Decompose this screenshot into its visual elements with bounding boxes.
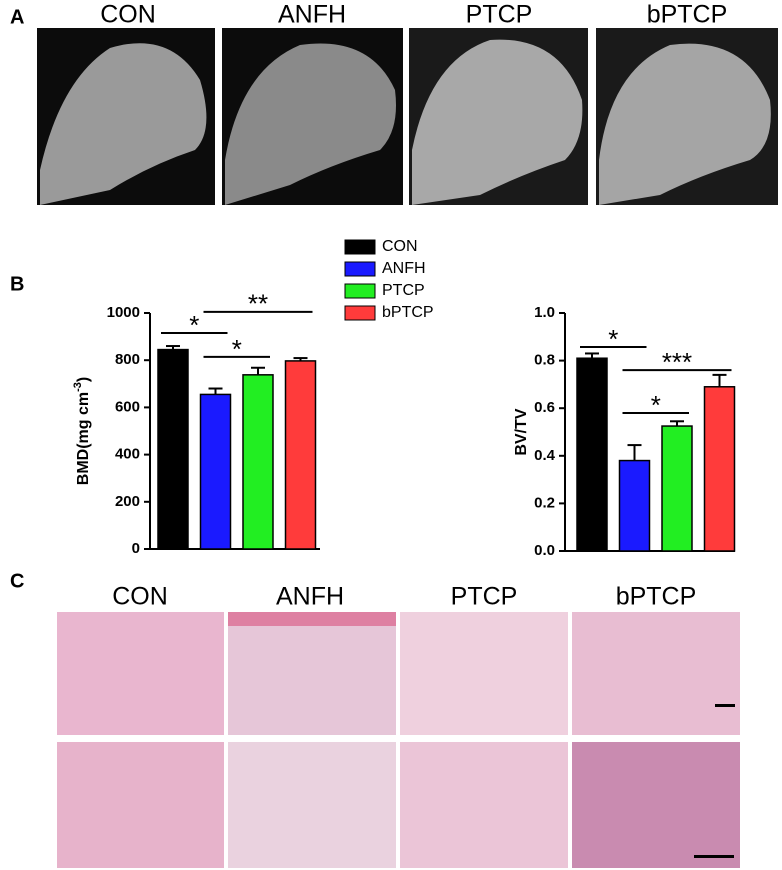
histology-images — [57, 612, 740, 868]
histology-image — [228, 612, 396, 735]
significance-label: ** — [248, 289, 268, 319]
significance-label: *** — [662, 347, 692, 377]
legend-swatch — [344, 239, 376, 255]
legend-label: CON — [382, 238, 418, 255]
legend-swatch — [344, 261, 376, 277]
y-tick-label: 0.2 — [534, 494, 555, 511]
ct-images — [37, 28, 778, 206]
bar — [576, 357, 608, 552]
legend-label: ANFH — [382, 260, 426, 277]
panel-label: B — [10, 273, 24, 295]
y-tick-label: 800 — [115, 351, 140, 368]
histology-image — [57, 612, 224, 735]
legend-swatch — [344, 283, 376, 299]
y-tick-label: 200 — [115, 493, 140, 510]
bone — [40, 43, 207, 206]
y-tick-label: 1000 — [107, 304, 140, 321]
y-tick-label: 0 — [132, 540, 140, 557]
significance-label: * — [651, 390, 661, 420]
y-axis-label-part: BV/TV — [513, 408, 530, 455]
bar — [703, 386, 736, 552]
panel-label: A — [10, 6, 24, 28]
bone — [412, 39, 583, 206]
histology-image — [400, 612, 568, 735]
panel-label: C — [10, 570, 24, 592]
histology-image — [228, 742, 396, 868]
scale-bar — [715, 704, 735, 707]
y-tick-label: 0.8 — [534, 352, 555, 369]
y-tick-label: 600 — [115, 398, 140, 415]
legend-label: PTCP — [382, 282, 425, 299]
y-axis-label: BMD(mg cm-3) — [72, 377, 92, 485]
y-tick-label: 1.0 — [534, 304, 555, 321]
image-title: bPTCP — [647, 1, 728, 29]
histology-image — [57, 742, 224, 868]
bar — [618, 459, 651, 552]
y-axis-label-part: BMD(mg cm — [75, 392, 92, 485]
cartilage — [228, 612, 396, 626]
image-title: CON — [112, 583, 168, 611]
y-axis-label: BV/TV — [513, 408, 530, 455]
bar — [157, 348, 189, 550]
bar — [242, 374, 274, 550]
bar — [284, 360, 317, 550]
image-title: PTCP — [451, 583, 518, 611]
bar — [661, 425, 693, 552]
y-axis-label-part: -3 — [72, 382, 84, 392]
image-title: bPTCP — [616, 583, 697, 611]
y-tick-label: 0.0 — [534, 542, 555, 559]
y-tick-label: 400 — [115, 446, 140, 463]
image-title: CON — [100, 1, 156, 29]
histology-image — [572, 612, 740, 735]
significance-label: * — [608, 324, 618, 354]
y-tick-label: 0.4 — [534, 447, 556, 464]
y-axis-label-part: ) — [75, 377, 92, 382]
image-title: ANFH — [278, 1, 346, 29]
histology-image — [572, 742, 740, 868]
legend-label: bPTCP — [382, 304, 434, 321]
bar — [199, 393, 232, 550]
significance-label: * — [232, 334, 242, 364]
image-title: ANFH — [276, 583, 344, 611]
y-tick-label: 0.6 — [534, 399, 555, 416]
bone — [225, 43, 396, 205]
histology-image — [400, 742, 568, 868]
bone — [599, 43, 771, 205]
image-title: PTCP — [466, 1, 533, 29]
scale-bar — [694, 855, 734, 858]
significance-label: * — [189, 310, 199, 340]
legend-swatch — [344, 305, 376, 321]
